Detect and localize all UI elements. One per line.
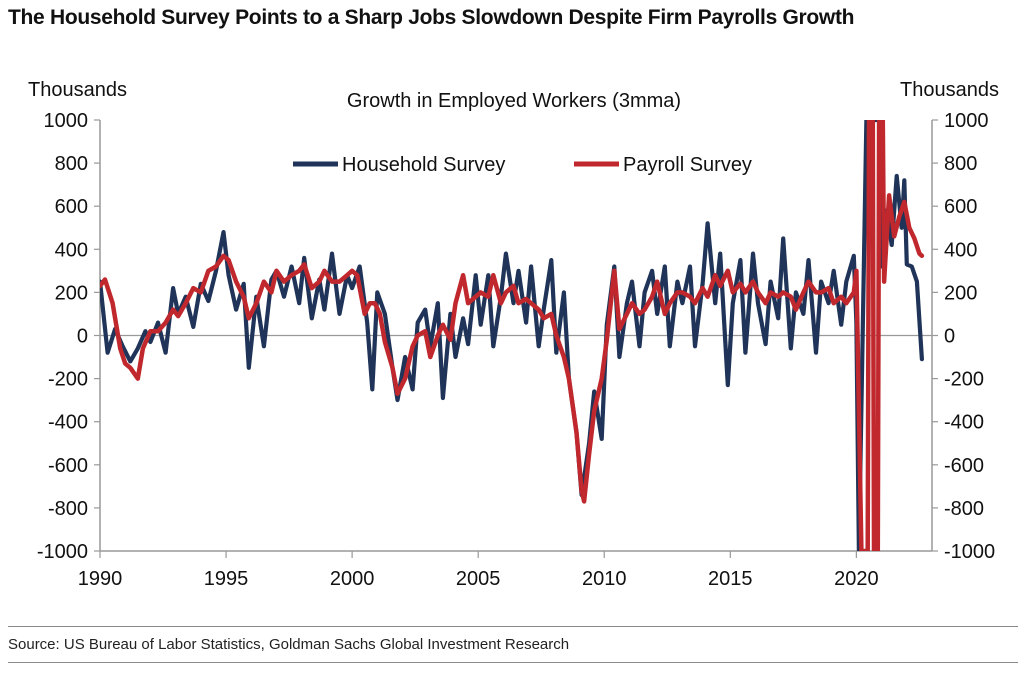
chart-title-heading: The Household Survey Points to a Sharp J…	[8, 6, 855, 29]
source-note: Source: US Bureau of Labor Statistics, G…	[8, 636, 570, 653]
y-tick-label-left: 0	[77, 326, 88, 348]
household-survey-line	[100, 120, 924, 551]
y-tick-label-left: -400	[48, 412, 88, 434]
footer-divider-bottom	[8, 662, 1018, 663]
x-tick-label: 2005	[456, 568, 501, 590]
legend-household-label: Household Survey	[342, 154, 505, 176]
y-tick-label-left: 400	[55, 239, 88, 261]
y-tick-label-right: 0	[944, 326, 955, 348]
line-chart: Thousands Thousands Growth in Employed W…	[28, 79, 999, 590]
x-tick-label: 2010	[582, 568, 627, 590]
x-tick-label: 1995	[204, 568, 249, 590]
y-tick-label-right: -800	[944, 498, 984, 520]
footer-divider-top	[8, 626, 1018, 627]
y-tick-label-right: 800	[944, 153, 977, 175]
left-axis-unit-label: Thousands	[28, 79, 127, 101]
y-tick-label-right: 600	[944, 196, 977, 218]
y-tick-label-right: -600	[944, 455, 984, 477]
x-tick-label: 2000	[330, 568, 375, 590]
y-tick-label-left: -600	[48, 455, 88, 477]
x-tick-label: 2020	[834, 568, 879, 590]
y-tick-label-left: 1000	[44, 110, 89, 132]
x-tick-label: 1990	[78, 568, 123, 590]
y-tick-label-right: -400	[944, 412, 984, 434]
y-tick-label-left: 200	[55, 282, 88, 304]
y-tick-label-right: 1000	[944, 110, 989, 132]
y-tick-label-left: 800	[55, 153, 88, 175]
y-tick-label-right: 200	[944, 282, 977, 304]
y-tick-label-right: -1000	[944, 541, 995, 563]
y-tick-label-left: -800	[48, 498, 88, 520]
y-tick-label-right: 400	[944, 239, 977, 261]
y-tick-label-left: -1000	[37, 541, 88, 563]
y-tick-label-right: -200	[944, 369, 984, 391]
legend-payroll-label: Payroll Survey	[623, 154, 752, 176]
payroll-survey-line	[100, 120, 925, 551]
x-tick-label: 2015	[708, 568, 753, 590]
series-lines	[100, 120, 925, 551]
legend: Household Survey Payroll Survey	[293, 154, 752, 176]
y-tick-label-left: -200	[48, 369, 88, 391]
right-axis-unit-label: Thousands	[900, 79, 999, 101]
chart-subtitle: Growth in Employed Workers (3mma)	[347, 90, 681, 112]
y-tick-label-left: 600	[55, 196, 88, 218]
